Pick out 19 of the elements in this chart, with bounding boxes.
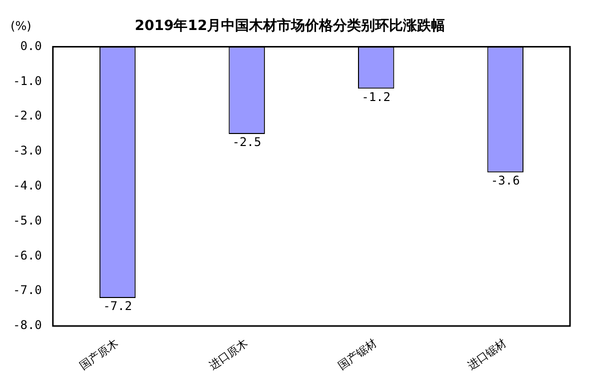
data-label: -1.2 bbox=[362, 90, 391, 104]
data-label: -3.6 bbox=[490, 174, 520, 188]
y-tick-label: 0.0 bbox=[20, 38, 42, 53]
y-tick-label: -1.0 bbox=[12, 74, 42, 88]
y-tick-label: -2.0 bbox=[12, 108, 42, 123]
y-tick-label: -6.0 bbox=[12, 248, 42, 262]
x-tick-label: 国产锯材 bbox=[336, 336, 380, 372]
x-tick-label: 国产原木 bbox=[77, 336, 121, 372]
y-tick-label: -3.0 bbox=[12, 144, 42, 158]
chart-title: 2019年12月中国木材市场价格分类别环比涨跌幅 bbox=[134, 17, 446, 34]
y-tick-label: -5.0 bbox=[12, 213, 42, 228]
data-label: -2.5 bbox=[232, 135, 262, 150]
y-tick-label: -4.0 bbox=[12, 178, 42, 192]
y-tick-label: -7.0 bbox=[12, 283, 42, 298]
x-tick-label: 进口锯材 bbox=[465, 336, 509, 372]
data-label: -7.2 bbox=[103, 299, 132, 314]
y-axis-title: (%) bbox=[10, 18, 32, 33]
y-tick-label: -8.0 bbox=[12, 318, 42, 332]
x-tick-label: 进口原木 bbox=[206, 336, 250, 372]
